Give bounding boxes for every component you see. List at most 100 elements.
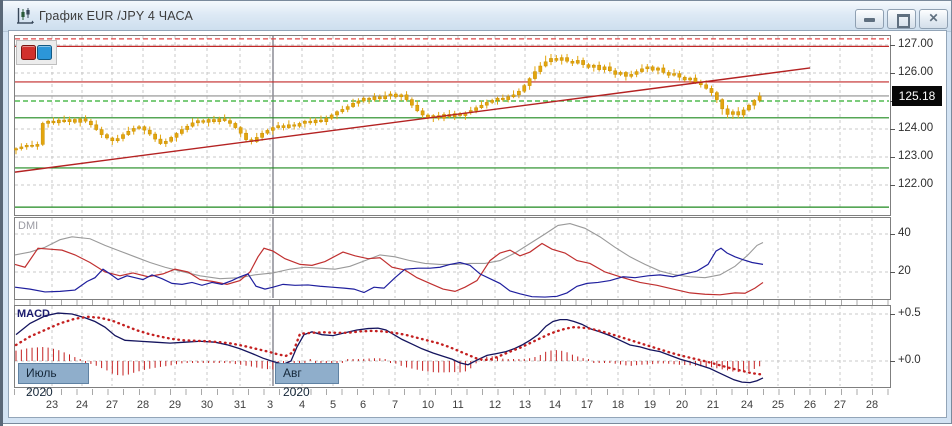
candle [613, 70, 618, 75]
candle [14, 148, 18, 151]
price-axis-tick [890, 72, 895, 74]
dmi-plus-di-line [14, 242, 764, 296]
price-axis-label: 126.00 [898, 66, 934, 78]
candle [410, 99, 414, 106]
red-square-button[interactable] [21, 45, 36, 60]
date-label: 18 [611, 399, 625, 411]
candle [163, 141, 168, 144]
candle [238, 127, 243, 134]
candle [377, 96, 382, 100]
date-label: 25 [771, 399, 785, 411]
price-chart-canvas [14, 36, 889, 214]
dmi-canvas [14, 218, 889, 298]
candle [634, 71, 639, 75]
candle [474, 107, 478, 111]
price-chart-pane[interactable] [14, 35, 891, 216]
candle [682, 76, 687, 81]
date-label: 12 [488, 399, 502, 411]
date-label: 14 [548, 399, 562, 411]
date-label: 31 [233, 399, 247, 411]
candle [201, 120, 206, 123]
date-label: 20 [675, 399, 689, 411]
candle [345, 106, 350, 110]
restore-button[interactable] [887, 9, 916, 29]
candle [394, 93, 398, 98]
candle [351, 102, 355, 107]
date-label: 11 [452, 399, 464, 411]
candle [361, 97, 366, 102]
candle [388, 93, 393, 97]
dmi-axis-label: 40 [898, 227, 911, 239]
candle [174, 133, 179, 138]
macd-indicator-pane[interactable] [14, 305, 891, 388]
dmi-pane-label: DMI [18, 220, 39, 232]
candle [319, 119, 323, 122]
candle [479, 104, 484, 108]
candle [586, 64, 591, 68]
candle [752, 100, 757, 106]
candle [335, 111, 339, 116]
date-label: 23 [45, 399, 59, 411]
candle [206, 119, 211, 123]
price-axis-label: 124.00 [898, 122, 934, 134]
candle [254, 137, 259, 142]
date-label: 27 [833, 399, 847, 411]
candle [656, 67, 660, 71]
candle [131, 128, 136, 132]
trend-line [14, 67, 811, 173]
candle [67, 119, 72, 122]
candle [495, 97, 500, 101]
candle [217, 118, 222, 122]
candle [506, 96, 511, 100]
candle [404, 94, 409, 100]
dmi-axis-tick [890, 233, 895, 235]
close-icon: ✕ [928, 11, 939, 25]
date-label: 28 [136, 399, 150, 411]
candle [276, 125, 280, 128]
price-axis-label: 127.00 [898, 38, 934, 50]
candle [196, 120, 200, 124]
minimize-button[interactable] [855, 9, 884, 29]
candle [602, 66, 607, 70]
candle [618, 72, 623, 75]
candle [672, 73, 676, 76]
candle [645, 66, 650, 70]
candle [244, 132, 248, 140]
candle [720, 99, 725, 110]
date-label: 21 [706, 399, 720, 411]
blue-square-button[interactable] [37, 45, 52, 60]
candle [597, 64, 601, 70]
dmi-indicator-pane[interactable] [14, 217, 891, 300]
candle [56, 119, 61, 124]
candle [73, 119, 77, 123]
candle [46, 120, 50, 124]
candle [169, 137, 174, 142]
candle [704, 84, 708, 89]
price-axis-tick [890, 128, 895, 130]
title-bar[interactable]: График EUR /JPY 4 ЧАСА [3, 1, 951, 32]
candle [287, 124, 291, 128]
candle [741, 109, 746, 116]
current-price-badge: 125.18 [892, 85, 942, 106]
candle [415, 104, 420, 112]
candle [265, 130, 270, 134]
price-axis-tick [890, 184, 895, 186]
candle [356, 100, 361, 104]
candle [533, 71, 537, 79]
candle [688, 77, 692, 81]
date-label: 5 [329, 399, 337, 411]
candle [121, 134, 125, 139]
date-label: 24 [75, 399, 89, 411]
candle [650, 66, 655, 71]
date-label: 6 [359, 399, 367, 411]
candle [158, 138, 163, 144]
chart-mini-toolbar [16, 40, 57, 65]
macd-pane-label: MACD [17, 308, 50, 320]
dmi-axis-tick [890, 271, 895, 273]
candle [94, 124, 99, 130]
candle [747, 104, 751, 111]
close-button[interactable]: ✕ [919, 9, 948, 29]
candle [731, 111, 735, 115]
candle [126, 130, 131, 135]
